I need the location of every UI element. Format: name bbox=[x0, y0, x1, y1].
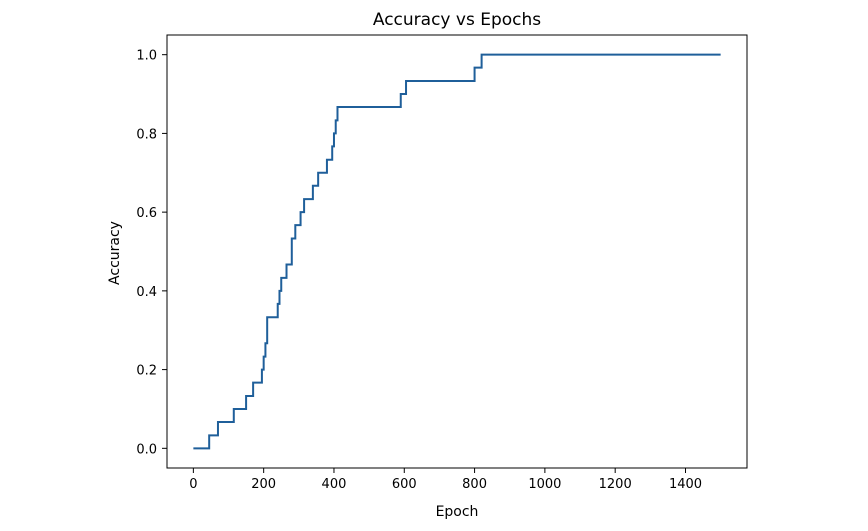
plot-frame bbox=[166, 34, 748, 469]
y-tick-label: 0.0 bbox=[136, 442, 157, 457]
x-tick-label: 1000 bbox=[528, 477, 561, 492]
x-tick-label: 600 bbox=[392, 477, 417, 492]
x-tick-label: 800 bbox=[462, 477, 487, 492]
x-tick-label: 1200 bbox=[599, 477, 632, 492]
y-tick-label: 0.4 bbox=[136, 285, 157, 300]
plot-area bbox=[193, 53, 721, 450]
y-tick-label: 1.0 bbox=[136, 49, 157, 64]
y-tick-label: 0.6 bbox=[136, 206, 157, 221]
x-tick-label: 200 bbox=[251, 477, 276, 492]
y-axis-label: Accuracy bbox=[107, 221, 123, 285]
x-axis-label: Epoch bbox=[436, 504, 479, 520]
x-tick-label: 0 bbox=[189, 477, 197, 492]
series-line bbox=[193, 53, 721, 450]
x-tick-label: 1400 bbox=[669, 477, 702, 492]
y-tick-label: 0.8 bbox=[136, 127, 157, 142]
axis-ticks: 0 200 400 600 800 1000 1200 1400 0.0 0.2 0.4 0.6 0.8… bbox=[136, 49, 702, 492]
y-tick-label: 0.2 bbox=[136, 364, 157, 379]
x-tick-label: 400 bbox=[322, 477, 347, 492]
chart-title: Accuracy vs Epochs bbox=[373, 10, 541, 30]
